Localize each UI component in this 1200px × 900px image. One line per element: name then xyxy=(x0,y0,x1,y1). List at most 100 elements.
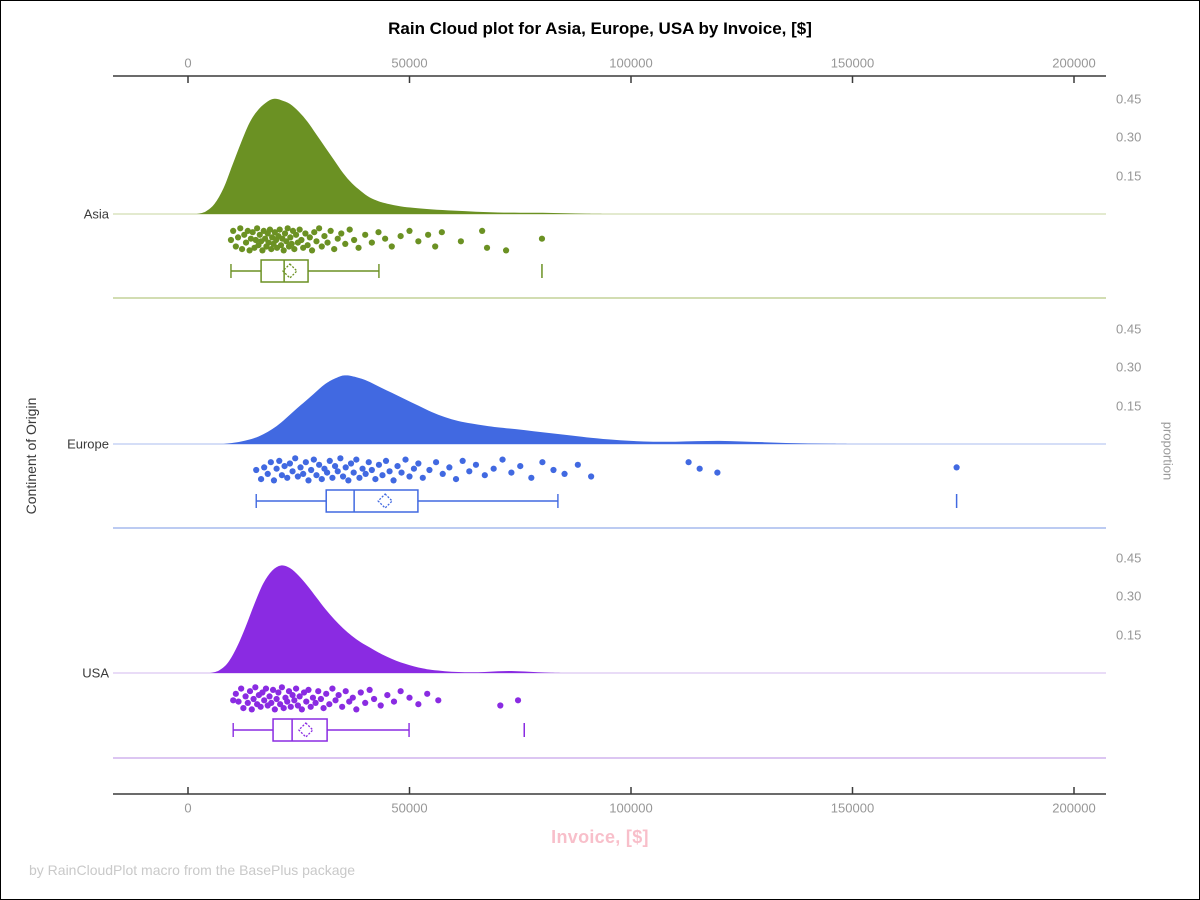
rain-point-usa xyxy=(315,688,322,695)
rain-point-asia xyxy=(284,225,291,232)
rain-point-europe xyxy=(685,459,692,466)
rain-point-usa xyxy=(296,693,303,700)
rain-point-europe xyxy=(406,473,413,480)
rain-point-asia xyxy=(287,234,294,241)
rain-point-europe xyxy=(499,456,506,463)
rain-point-usa xyxy=(497,702,504,709)
rain-point-europe xyxy=(386,468,393,475)
rain-point-asia xyxy=(244,227,251,234)
rain-point-usa xyxy=(366,686,373,694)
rain-point-usa xyxy=(317,695,324,703)
rain-point-asia xyxy=(382,235,389,242)
rain-point-asia xyxy=(483,244,491,251)
rain-point-usa xyxy=(275,689,282,696)
rain-point-asia xyxy=(291,246,298,253)
rain-point-usa xyxy=(257,703,264,710)
rain-point-asia xyxy=(280,247,287,254)
rain-point-usa xyxy=(261,697,268,704)
rain-point-asia xyxy=(292,231,300,238)
rain-point-usa xyxy=(273,695,280,703)
rain-point-usa xyxy=(353,706,360,713)
rain-point-europe xyxy=(472,461,480,468)
rain-point-asia xyxy=(397,233,404,240)
rain-point-asia xyxy=(283,238,290,245)
rain-point-asia xyxy=(351,236,358,244)
rain-point-usa xyxy=(292,685,300,692)
rain-point-asia xyxy=(457,238,464,245)
x-tick-label-top-0: 0 xyxy=(184,55,192,71)
rain-point-europe xyxy=(339,473,347,480)
rain-point-usa xyxy=(262,685,270,692)
box-europe xyxy=(325,489,419,513)
rain-point-europe xyxy=(302,459,309,466)
rain-point-europe xyxy=(331,463,339,470)
proportion-tick-label-europe-0.45: 0.45 xyxy=(1116,321,1142,337)
rain-point-asia xyxy=(415,238,422,245)
rain-point-europe xyxy=(313,472,320,479)
rain-point-usa xyxy=(390,698,398,705)
rain-point-asia xyxy=(254,225,261,232)
rain-point-europe xyxy=(375,461,383,468)
rain-point-europe xyxy=(276,457,283,464)
rain-point-asia xyxy=(304,242,311,249)
rain-point-usa xyxy=(238,685,245,692)
rain-point-usa xyxy=(232,690,239,697)
rain-point-asia xyxy=(249,229,256,236)
density-cloud-asia xyxy=(196,98,609,214)
rain-point-asia xyxy=(288,240,295,247)
rain-point-asia xyxy=(266,226,274,233)
rain-point-asia xyxy=(425,231,432,238)
rain-point-usa xyxy=(320,705,327,712)
rain-point-asia xyxy=(324,239,331,246)
rain-point-asia xyxy=(256,231,263,238)
rain-point-europe xyxy=(415,460,422,467)
x-tick-label-bottom-200000: 200000 xyxy=(1052,800,1096,816)
rain-point-europe xyxy=(588,473,595,480)
rain-point-europe xyxy=(368,466,375,474)
rain-point-europe xyxy=(270,477,278,484)
rain-point-usa xyxy=(415,701,422,708)
rain-point-europe xyxy=(508,469,515,476)
rain-point-europe xyxy=(446,464,453,471)
rain-point-usa xyxy=(278,684,286,691)
rain-point-europe xyxy=(539,459,546,466)
x-tick-label-top-150000: 150000 xyxy=(830,55,875,71)
rain-point-asia xyxy=(308,247,316,254)
rain-point-europe xyxy=(337,455,344,462)
rain-point-asia xyxy=(316,225,323,232)
rain-point-usa xyxy=(291,697,298,704)
rain-point-europe xyxy=(432,459,440,466)
y-axis-title-right: proportion xyxy=(1160,421,1176,481)
rain-point-usa xyxy=(329,685,336,692)
rain-point-asia xyxy=(281,230,289,237)
rain-point-europe xyxy=(308,466,315,474)
rain-point-usa xyxy=(332,697,339,704)
rain-point-usa xyxy=(514,697,522,704)
rain-point-asia xyxy=(246,247,253,254)
rain-point-asia xyxy=(296,226,303,233)
rain-point-europe xyxy=(953,464,960,471)
rain-point-europe xyxy=(359,465,366,472)
rain-point-europe xyxy=(342,464,349,471)
rain-point-europe xyxy=(452,476,460,483)
rain-point-usa xyxy=(298,706,305,713)
rain-point-europe xyxy=(310,456,317,463)
rain-point-asia xyxy=(252,236,259,244)
proportion-tick-label-europe-0.15: 0.15 xyxy=(1116,398,1142,414)
rain-point-europe xyxy=(324,469,331,476)
rain-point-usa xyxy=(280,705,287,712)
mean-diamond-europe xyxy=(377,493,394,509)
rain-point-asia xyxy=(277,242,285,249)
rain-point-europe xyxy=(372,476,379,483)
rain-point-usa xyxy=(377,702,384,709)
rain-point-europe xyxy=(517,463,524,470)
proportion-tick-label-asia-0.45: 0.45 xyxy=(1116,91,1142,107)
rain-point-usa xyxy=(370,695,378,703)
mean-diamond-asia xyxy=(281,263,298,279)
rain-point-usa xyxy=(339,703,346,710)
rain-point-asia xyxy=(331,246,338,253)
x-tick-label-bottom-150000: 150000 xyxy=(830,800,875,816)
rain-point-usa xyxy=(435,697,442,704)
rain-point-europe xyxy=(419,474,426,481)
rain-point-asia xyxy=(313,238,320,245)
